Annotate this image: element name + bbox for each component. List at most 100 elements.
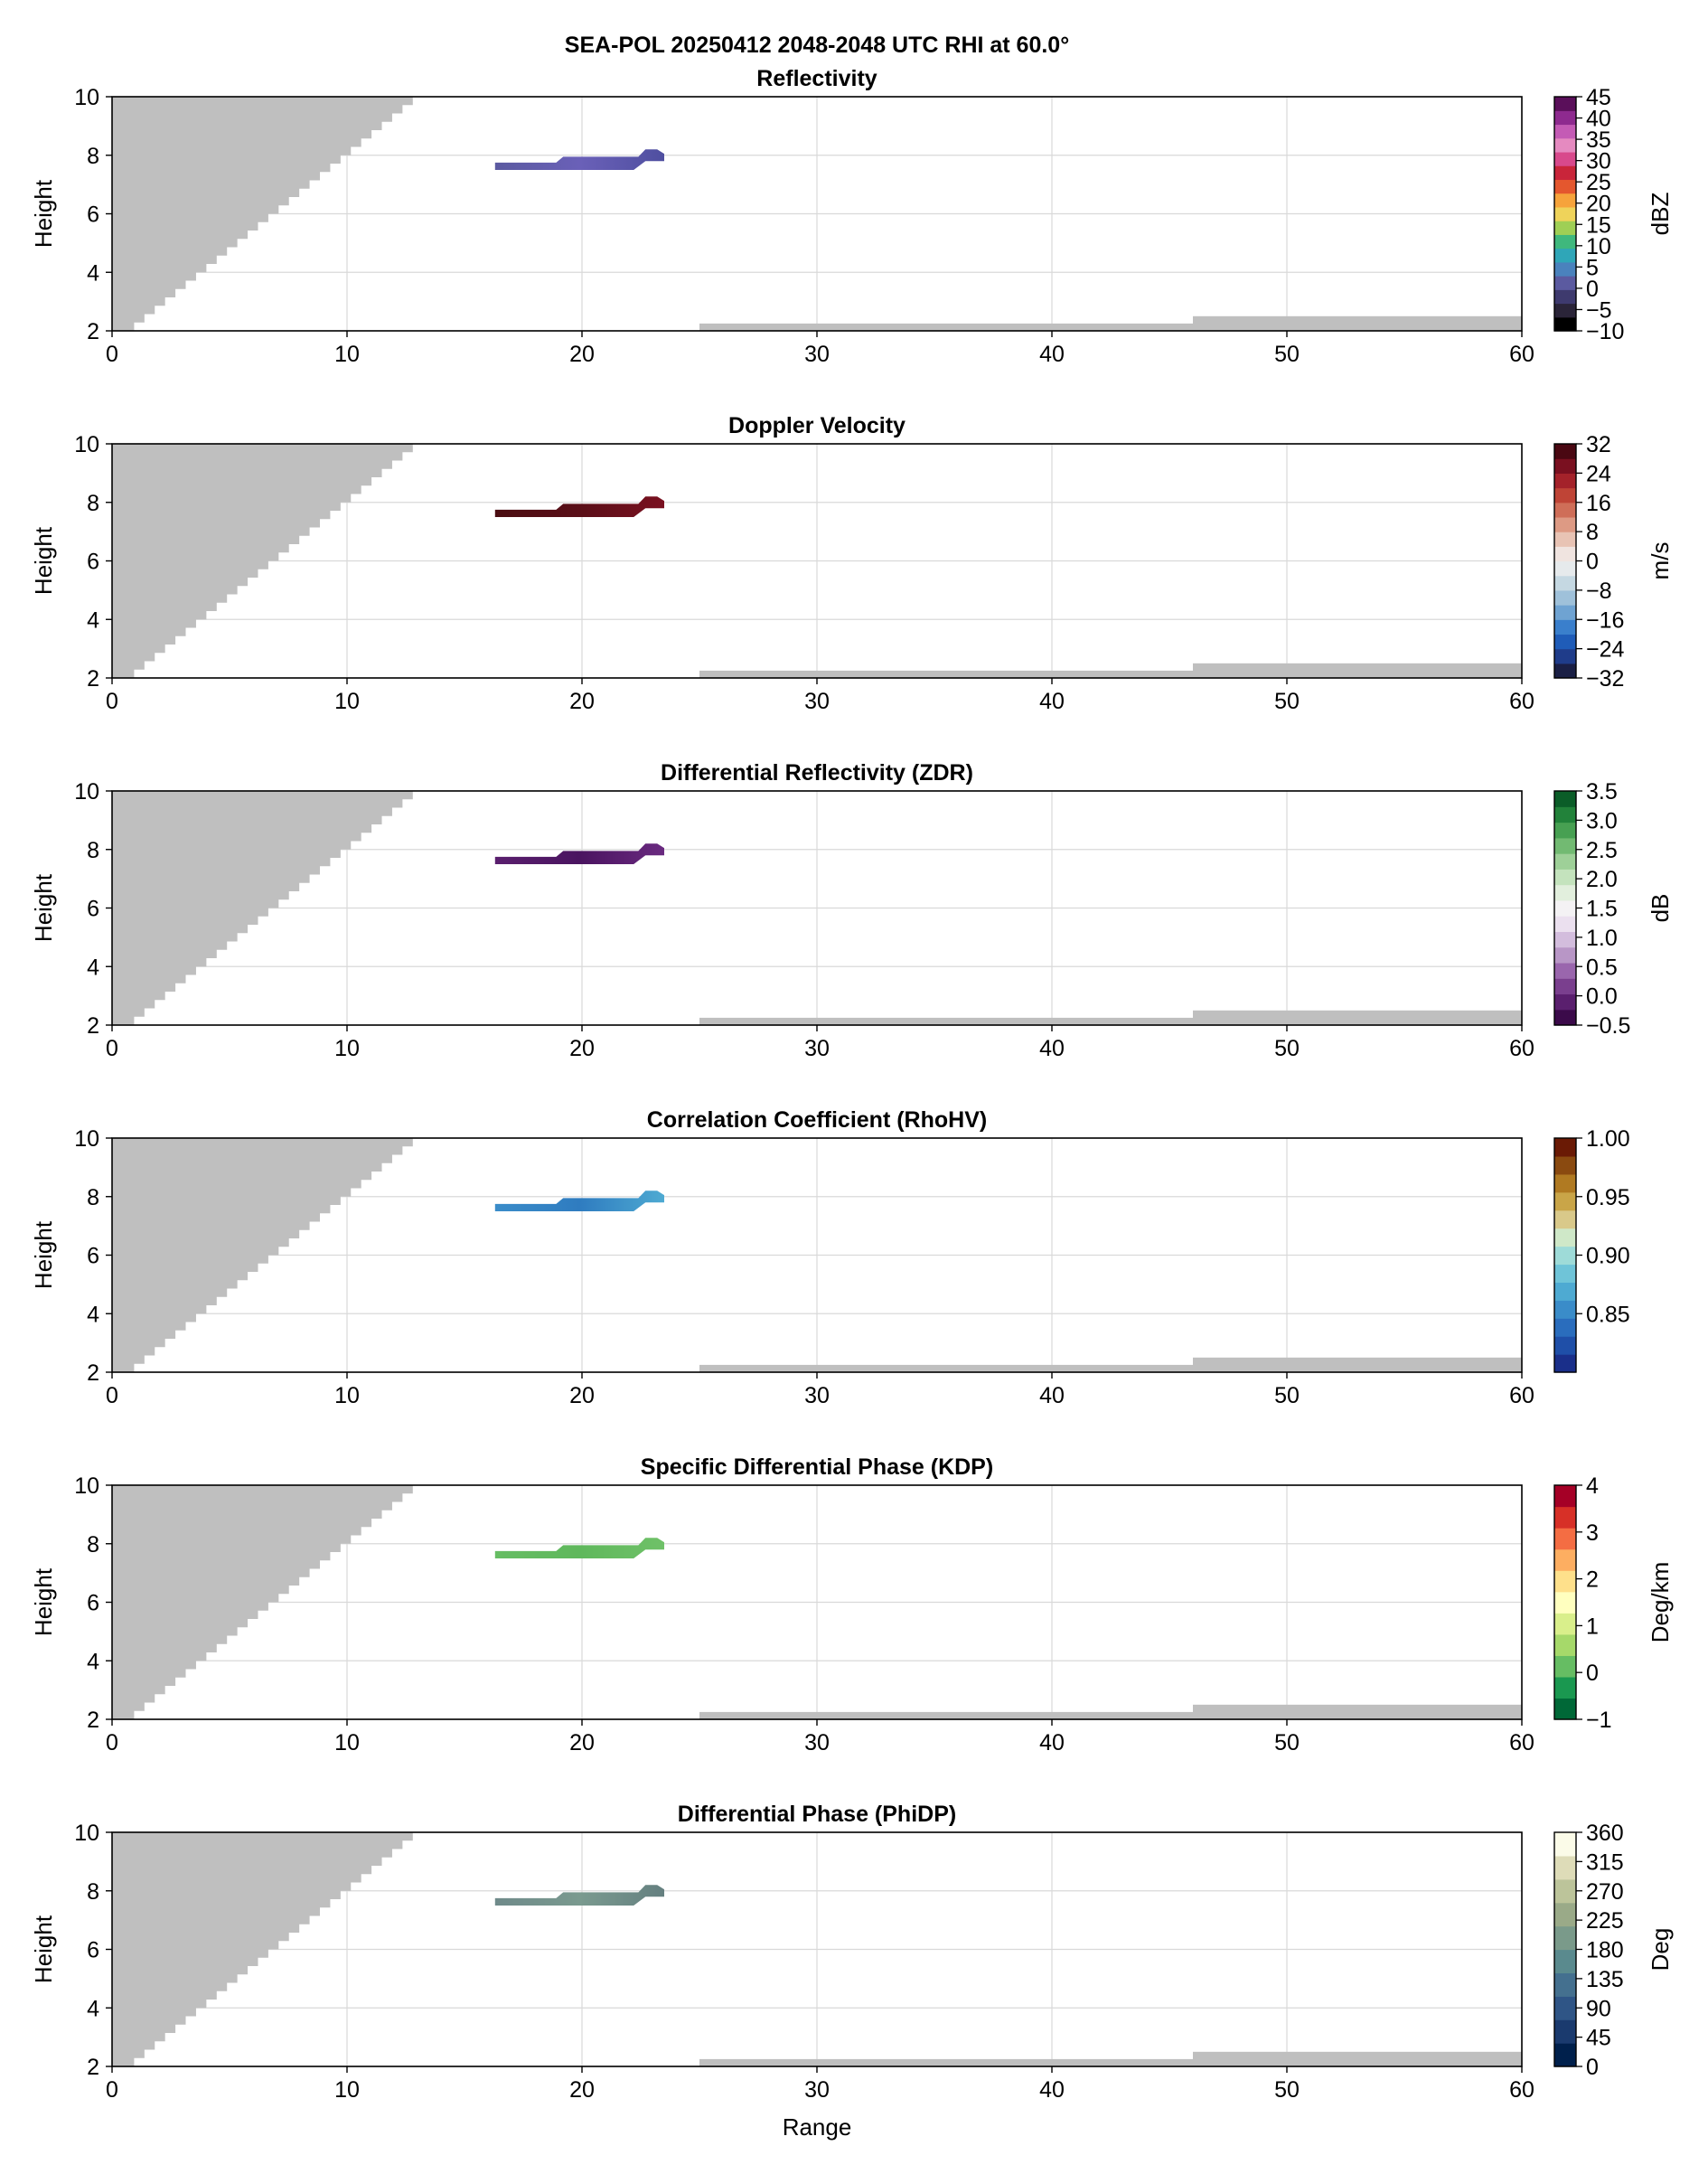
x-tick-label: 10 xyxy=(334,1036,360,1061)
x-tick-label: 0 xyxy=(106,1730,118,1755)
colorbar-segment xyxy=(1554,1209,1576,1229)
x-tick-label: 0 xyxy=(106,1383,118,1408)
ground-clutter-strip xyxy=(1193,1357,1522,1372)
x-tick-label: 30 xyxy=(804,1036,830,1061)
blocked-sector xyxy=(112,1832,413,2066)
colorbar-segment xyxy=(1554,648,1576,664)
colorbar-segment xyxy=(1554,444,1576,459)
colorbar-segment xyxy=(1554,1506,1576,1529)
colorbar-tick-label: 3.0 xyxy=(1586,808,1618,833)
ground-clutter-strip xyxy=(699,670,1193,678)
x-tick-label: 50 xyxy=(1274,342,1300,367)
colorbar-segment xyxy=(1554,619,1576,635)
colorbar-segment xyxy=(1554,853,1576,870)
panel-4: Specific Differential Phase (KDP)0 10 20 30… xyxy=(30,1454,1674,1755)
x-tick-label: 60 xyxy=(1509,342,1534,367)
colorbar-tick-label: −5 xyxy=(1586,297,1612,323)
y-tick-label: 4 xyxy=(87,260,99,286)
colorbar-tick-label: 3 xyxy=(1586,1520,1599,1546)
colorbar-segment xyxy=(1554,837,1576,854)
colorbar-tick-label: 24 xyxy=(1586,461,1611,486)
colorbar-segment xyxy=(1554,1138,1576,1157)
colorbar-tick-label: 2.5 xyxy=(1586,838,1618,863)
colorbar-segment xyxy=(1554,1676,1576,1699)
y-tick-label: 4 xyxy=(87,1302,99,1327)
colorbar-segment xyxy=(1554,560,1576,577)
colorbar-segment xyxy=(1554,1698,1576,1720)
colorbar-tick-label: 0.5 xyxy=(1586,955,1618,980)
colorbar-segment xyxy=(1554,1228,1576,1247)
colorbar-segment xyxy=(1554,1591,1576,1614)
y-axis-label: Height xyxy=(30,179,57,248)
colorbar-segment xyxy=(1554,516,1576,532)
echo-band xyxy=(494,496,664,517)
ground-clutter-strip xyxy=(1193,1010,1522,1025)
ground-clutter-strip xyxy=(699,1711,1193,1719)
echo-band xyxy=(494,1885,664,1906)
x-tick-label: 10 xyxy=(334,1383,360,1408)
colorbar-tick-label: 225 xyxy=(1586,1908,1624,1934)
colorbar-segment xyxy=(1554,1925,1576,1951)
y-axis-label: Height xyxy=(30,526,57,595)
colorbar-segment xyxy=(1554,151,1576,166)
colorbar-segment xyxy=(1554,1191,1576,1211)
colorbar-tick-label: 25 xyxy=(1586,170,1611,195)
colorbar-segment xyxy=(1554,1318,1576,1337)
x-tick-label: 30 xyxy=(804,1383,830,1408)
x-tick-label: 10 xyxy=(334,342,360,367)
colorbar-tick-label: 1.0 xyxy=(1586,926,1618,951)
colorbar-frame xyxy=(1553,1484,1577,1720)
ground-clutter-strip xyxy=(699,323,1193,331)
colorbar-segment xyxy=(1554,276,1576,290)
y-tick-label: 10 xyxy=(74,85,99,110)
y-axis-label: Height xyxy=(30,1915,57,1983)
x-tick-label: 10 xyxy=(334,689,360,714)
x-tick-label: 20 xyxy=(569,1036,595,1061)
colorbar-segment xyxy=(1554,1548,1576,1571)
colorbar-segment xyxy=(1554,634,1576,650)
y-tick-label: 8 xyxy=(87,1185,99,1210)
x-tick-label: 50 xyxy=(1274,1730,1300,1755)
blocked-sector xyxy=(112,1485,413,1719)
y-tick-label: 2 xyxy=(87,1360,99,1386)
colorbar-tick-label: 0.90 xyxy=(1586,1244,1630,1269)
y-tick-label: 6 xyxy=(87,1591,99,1616)
colorbar-tick-label: 45 xyxy=(1586,2026,1611,2051)
ground-clutter-strip xyxy=(699,1364,1193,1372)
panel-5: Differential Phase (PhiDP)0 10 20 30 40 50 602… xyxy=(30,1802,1674,2103)
colorbar-segment xyxy=(1554,532,1576,547)
y-tick-label: 2 xyxy=(87,666,99,692)
colorbar-tick-label: 1.5 xyxy=(1586,897,1618,922)
colorbar-segment xyxy=(1554,1902,1576,1927)
colorbar-tick-label: −1 xyxy=(1586,1708,1612,1733)
y-tick-label: 4 xyxy=(87,1996,99,2021)
colorbar-segment xyxy=(1554,193,1576,208)
colorbar-segment xyxy=(1554,1155,1576,1175)
y-tick-label: 10 xyxy=(74,432,99,457)
colorbar-tick-label: 40 xyxy=(1586,107,1611,132)
colorbar-segment xyxy=(1554,165,1576,181)
colorbar-label: dB xyxy=(1647,894,1674,923)
y-tick-label: 8 xyxy=(87,838,99,863)
colorbar-segment xyxy=(1554,1009,1576,1026)
colorbar-tick-label: 0.85 xyxy=(1586,1302,1630,1327)
colorbar-tick-label: 32 xyxy=(1586,432,1611,457)
y-tick-label: 4 xyxy=(87,607,99,633)
colorbar-segment xyxy=(1554,124,1576,139)
ground-clutter-strip xyxy=(699,2058,1193,2066)
blocked-sector xyxy=(112,791,413,1025)
colorbar-tick-label: 8 xyxy=(1586,520,1599,545)
x-tick-label: 30 xyxy=(804,342,830,367)
colorbar-tick-label: 10 xyxy=(1586,234,1611,259)
panel-title: Differential Phase (PhiDP) xyxy=(678,1802,956,1827)
colorbar-segment xyxy=(1554,1655,1576,1678)
colorbar-tick-label: 0 xyxy=(1586,2055,1599,2080)
colorbar-tick-label: 45 xyxy=(1586,85,1611,110)
colorbar-tick-label: 270 xyxy=(1586,1879,1624,1905)
x-tick-label: 0 xyxy=(106,2077,118,2103)
x-tick-label: 20 xyxy=(569,689,595,714)
colorbar-tick-label: −10 xyxy=(1586,319,1624,344)
y-tick-label: 10 xyxy=(74,1821,99,1846)
